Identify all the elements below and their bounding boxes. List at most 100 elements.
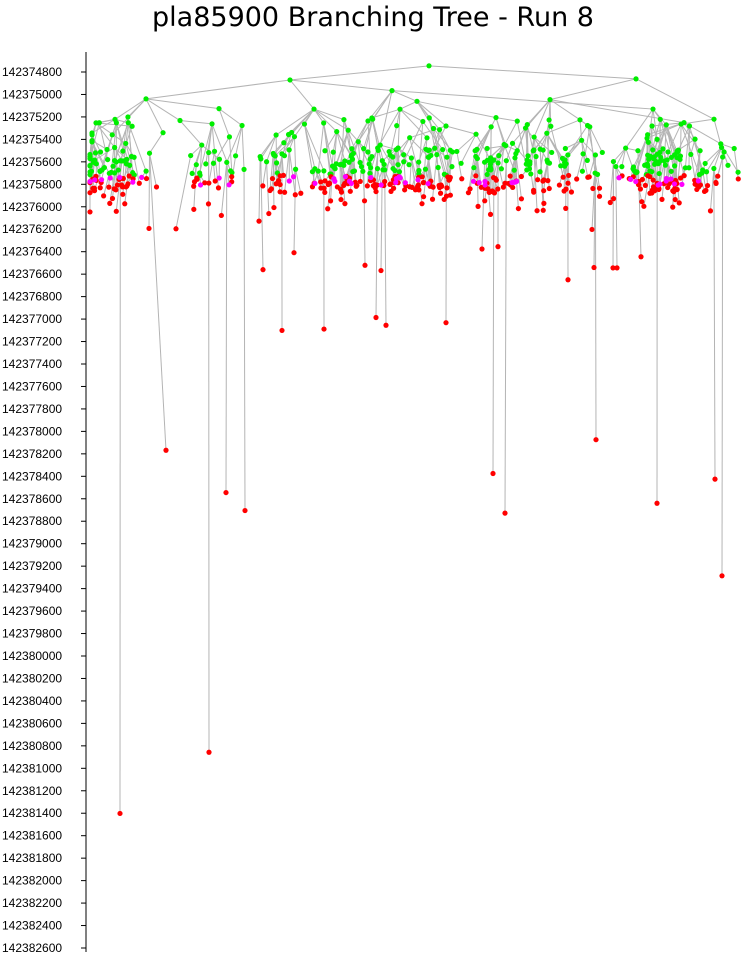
y-tick-label: 142378400 (2, 469, 62, 483)
leaf-node (490, 175, 497, 181)
branch-node (501, 141, 507, 148)
branch-node (110, 163, 116, 169)
branch-node (342, 158, 348, 164)
tree-edge (213, 136, 230, 164)
tree-edge (323, 122, 331, 175)
tree-edge (179, 120, 203, 146)
tree-edge (411, 161, 420, 188)
incumbent-node (393, 179, 399, 186)
y-axis: 142374800 142375000 142375200 142375400 1423… (2, 52, 87, 955)
y-tick-label: 142376000 (2, 200, 62, 214)
tree-edge (149, 153, 157, 188)
branch-node (672, 163, 678, 169)
tree-edge (713, 147, 723, 169)
leaf-node (649, 190, 655, 196)
tree-edge (99, 118, 116, 124)
leaf-node (654, 500, 660, 506)
y-tick-label: 142374800 (2, 65, 62, 79)
branch-node (379, 158, 385, 164)
leaf-node (563, 205, 569, 212)
leaf-node (665, 184, 671, 191)
tree-edge (225, 162, 228, 493)
tree-edge (439, 129, 451, 151)
branch-node (407, 135, 413, 141)
tree-edge (625, 108, 654, 149)
tree-edge (266, 161, 270, 214)
tree-edge (588, 154, 596, 178)
leaf-node (205, 201, 212, 207)
branch-node (688, 151, 694, 157)
leaf-node (518, 196, 525, 202)
branch-node (558, 163, 564, 169)
tree-edge (145, 98, 164, 133)
tree-edge (581, 140, 588, 161)
branch-node (292, 166, 299, 172)
leaf-node (326, 180, 332, 186)
tree-edge (339, 164, 342, 190)
leaf-node (650, 177, 656, 183)
tree-edge (94, 147, 115, 161)
leaf-node (327, 198, 334, 204)
branch-node (449, 164, 455, 170)
y-tick-label: 142380200 (2, 671, 62, 685)
branch-node (544, 130, 550, 136)
tree-edge (684, 125, 690, 168)
branch-node (367, 170, 373, 176)
leaf-node (704, 182, 711, 189)
branch-node (160, 130, 166, 136)
branch-node (87, 155, 93, 161)
branch-node (287, 77, 293, 83)
branch-node (333, 161, 339, 167)
branch-node (367, 156, 373, 162)
tree-edge (476, 158, 480, 183)
branch-node (87, 151, 93, 158)
leaf-node (641, 203, 647, 209)
branch-node (682, 165, 688, 171)
tree-edge (713, 168, 716, 480)
leaf-node (589, 226, 595, 233)
tree-edge (704, 147, 722, 164)
branch-node (390, 165, 396, 172)
branch-node (396, 169, 403, 175)
leaf-node (97, 185, 103, 191)
branch-node (189, 170, 195, 177)
branch-node (503, 158, 509, 164)
branch-node (349, 146, 355, 152)
incumbent-node (87, 178, 93, 185)
tree-edge (484, 160, 488, 182)
branch-node (692, 136, 698, 142)
leaf-node (146, 225, 152, 232)
branch-node (613, 163, 619, 170)
leaf-node (298, 190, 304, 196)
tree-edge (567, 125, 588, 156)
branch-node (434, 152, 440, 158)
branch-node (495, 160, 501, 166)
tree-edge (416, 100, 497, 119)
tree-edge (550, 126, 562, 166)
tree-edge (259, 134, 277, 157)
leaf-node (561, 188, 567, 194)
tree-edge (515, 153, 522, 199)
incumbent-node (482, 178, 488, 184)
branch-node (512, 155, 518, 161)
leaf-node (419, 174, 425, 180)
tree-edge (283, 132, 293, 156)
leaf-node (610, 265, 616, 271)
branch-node (216, 106, 222, 112)
branch-node (143, 96, 149, 102)
tree-edge (341, 119, 345, 165)
leaf-node (122, 201, 128, 207)
leaf-node (502, 180, 508, 186)
leaf-node (242, 507, 248, 514)
tree-edge (357, 90, 393, 142)
incumbent-node (332, 178, 338, 184)
leaf-node (670, 204, 676, 210)
branch-node (647, 168, 653, 174)
branch-node (92, 150, 99, 156)
branch-node (99, 167, 105, 173)
branch-node (311, 106, 317, 112)
branch-node (177, 117, 183, 124)
branch-node (587, 124, 593, 130)
leaf-node (653, 186, 659, 192)
